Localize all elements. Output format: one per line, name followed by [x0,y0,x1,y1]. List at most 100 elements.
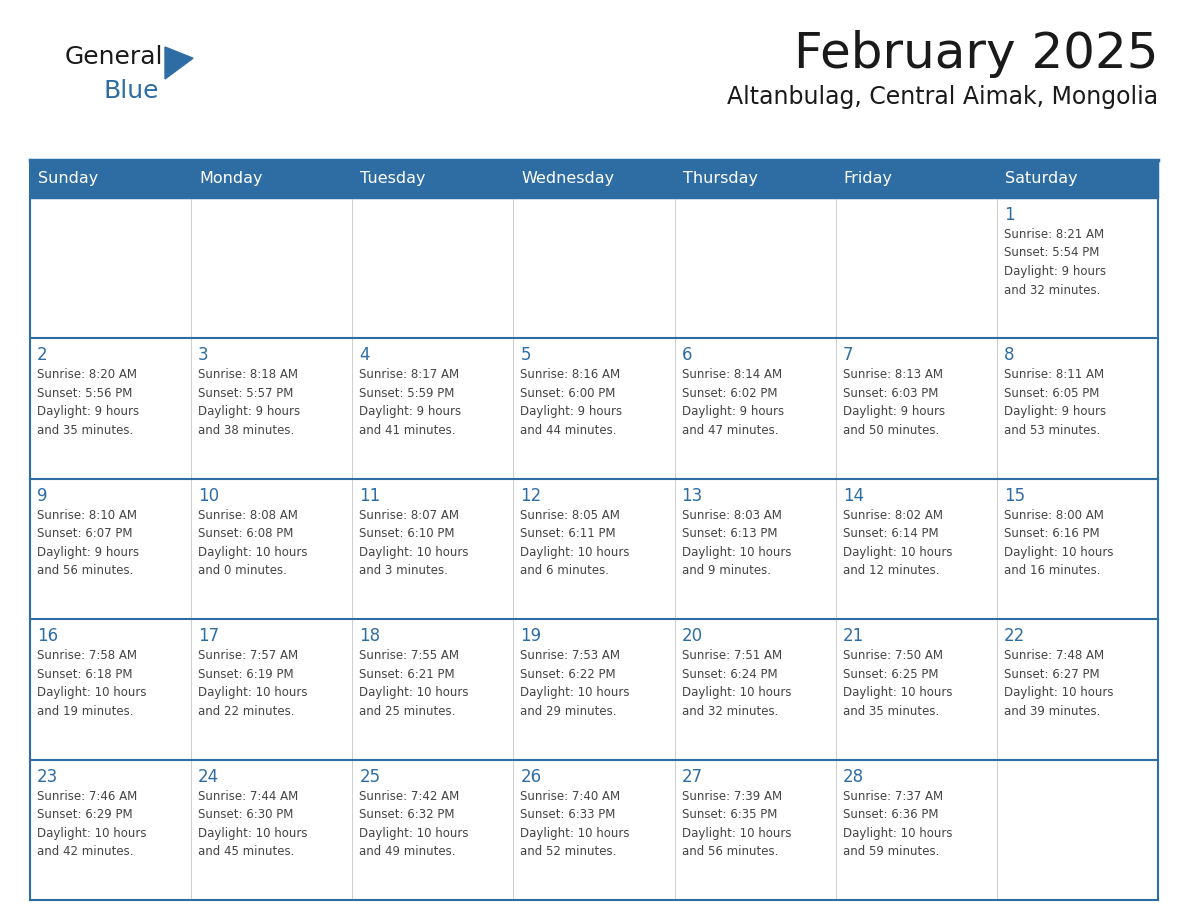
Text: 26: 26 [520,767,542,786]
Text: Sunrise: 8:16 AM
Sunset: 6:00 PM
Daylight: 9 hours
and 44 minutes.: Sunrise: 8:16 AM Sunset: 6:00 PM Dayligh… [520,368,623,437]
Text: Sunrise: 7:58 AM
Sunset: 6:18 PM
Daylight: 10 hours
and 19 minutes.: Sunrise: 7:58 AM Sunset: 6:18 PM Dayligh… [37,649,146,718]
Text: 20: 20 [682,627,702,645]
Text: 19: 19 [520,627,542,645]
Bar [191,198,353,339]
Text: Wednesday: Wednesday [522,172,614,186]
Bar [30,479,191,620]
Text: Sunrise: 8:11 AM
Sunset: 6:05 PM
Daylight: 9 hours
and 53 minutes.: Sunrise: 8:11 AM Sunset: 6:05 PM Dayligh… [1004,368,1106,437]
Bar [191,759,353,900]
Text: 17: 17 [198,627,220,645]
Text: Sunrise: 7:44 AM
Sunset: 6:30 PM
Daylight: 10 hours
and 45 minutes.: Sunrise: 7:44 AM Sunset: 6:30 PM Dayligh… [198,789,308,858]
Text: 11: 11 [359,487,380,505]
Text: Altanbulag, Central Aimak, Mongolia: Altanbulag, Central Aimak, Mongolia [727,85,1158,109]
Text: Sunrise: 7:40 AM
Sunset: 6:33 PM
Daylight: 10 hours
and 52 minutes.: Sunrise: 7:40 AM Sunset: 6:33 PM Dayligh… [520,789,630,858]
Text: Sunrise: 8:08 AM
Sunset: 6:08 PM
Daylight: 10 hours
and 0 minutes.: Sunrise: 8:08 AM Sunset: 6:08 PM Dayligh… [198,509,308,577]
Bar [30,620,191,759]
Text: Sunrise: 8:10 AM
Sunset: 6:07 PM
Daylight: 9 hours
and 56 minutes.: Sunrise: 8:10 AM Sunset: 6:07 PM Dayligh… [37,509,139,577]
Text: 23: 23 [37,767,58,786]
Text: Sunrise: 7:50 AM
Sunset: 6:25 PM
Daylight: 10 hours
and 35 minutes.: Sunrise: 7:50 AM Sunset: 6:25 PM Dayligh… [842,649,953,718]
Text: 13: 13 [682,487,703,505]
Bar [30,160,191,198]
Bar [675,479,835,620]
Bar [997,759,1158,900]
Text: 8: 8 [1004,346,1015,364]
Bar [353,479,513,620]
Bar [191,339,353,479]
Text: Sunrise: 7:46 AM
Sunset: 6:29 PM
Daylight: 10 hours
and 42 minutes.: Sunrise: 7:46 AM Sunset: 6:29 PM Dayligh… [37,789,146,858]
Bar [835,198,997,339]
Bar [835,160,997,198]
Text: 27: 27 [682,767,702,786]
Text: Sunrise: 8:03 AM
Sunset: 6:13 PM
Daylight: 10 hours
and 9 minutes.: Sunrise: 8:03 AM Sunset: 6:13 PM Dayligh… [682,509,791,577]
Text: Sunrise: 8:13 AM
Sunset: 6:03 PM
Daylight: 9 hours
and 50 minutes.: Sunrise: 8:13 AM Sunset: 6:03 PM Dayligh… [842,368,944,437]
Bar [997,620,1158,759]
Text: 4: 4 [359,346,369,364]
Text: Sunrise: 8:00 AM
Sunset: 6:16 PM
Daylight: 10 hours
and 16 minutes.: Sunrise: 8:00 AM Sunset: 6:16 PM Dayligh… [1004,509,1113,577]
Bar [191,620,353,759]
Bar [30,339,191,479]
Text: Sunrise: 7:37 AM
Sunset: 6:36 PM
Daylight: 10 hours
and 59 minutes.: Sunrise: 7:37 AM Sunset: 6:36 PM Dayligh… [842,789,953,858]
Text: February 2025: February 2025 [794,30,1158,78]
Text: 21: 21 [842,627,864,645]
Bar [835,339,997,479]
Bar [513,198,675,339]
Bar [835,759,997,900]
Bar [997,479,1158,620]
Text: 24: 24 [198,767,220,786]
Text: 14: 14 [842,487,864,505]
Text: 16: 16 [37,627,58,645]
Bar [835,620,997,759]
Text: General: General [65,45,164,69]
Text: 2: 2 [37,346,48,364]
Text: 15: 15 [1004,487,1025,505]
Bar [675,759,835,900]
Text: Saturday: Saturday [1005,172,1078,186]
Text: 3: 3 [198,346,209,364]
Text: Sunrise: 7:57 AM
Sunset: 6:19 PM
Daylight: 10 hours
and 22 minutes.: Sunrise: 7:57 AM Sunset: 6:19 PM Dayligh… [198,649,308,718]
Text: Sunrise: 7:53 AM
Sunset: 6:22 PM
Daylight: 10 hours
and 29 minutes.: Sunrise: 7:53 AM Sunset: 6:22 PM Dayligh… [520,649,630,718]
Text: Sunrise: 8:14 AM
Sunset: 6:02 PM
Daylight: 9 hours
and 47 minutes.: Sunrise: 8:14 AM Sunset: 6:02 PM Dayligh… [682,368,784,437]
Bar [191,479,353,620]
Bar [30,198,191,339]
Bar [353,759,513,900]
Text: 22: 22 [1004,627,1025,645]
Text: 5: 5 [520,346,531,364]
Bar [513,160,675,198]
Text: Sunrise: 8:20 AM
Sunset: 5:56 PM
Daylight: 9 hours
and 35 minutes.: Sunrise: 8:20 AM Sunset: 5:56 PM Dayligh… [37,368,139,437]
Bar [997,339,1158,479]
Bar [513,759,675,900]
Text: Sunrise: 7:48 AM
Sunset: 6:27 PM
Daylight: 10 hours
and 39 minutes.: Sunrise: 7:48 AM Sunset: 6:27 PM Dayligh… [1004,649,1113,718]
Bar [513,479,675,620]
Text: Sunrise: 7:51 AM
Sunset: 6:24 PM
Daylight: 10 hours
and 32 minutes.: Sunrise: 7:51 AM Sunset: 6:24 PM Dayligh… [682,649,791,718]
Bar [675,620,835,759]
Text: Sunrise: 8:07 AM
Sunset: 6:10 PM
Daylight: 10 hours
and 3 minutes.: Sunrise: 8:07 AM Sunset: 6:10 PM Dayligh… [359,509,469,577]
Text: Sunrise: 8:05 AM
Sunset: 6:11 PM
Daylight: 10 hours
and 6 minutes.: Sunrise: 8:05 AM Sunset: 6:11 PM Dayligh… [520,509,630,577]
Text: 9: 9 [37,487,48,505]
Text: Blue: Blue [103,79,158,103]
Text: 12: 12 [520,487,542,505]
Bar [353,160,513,198]
Bar [835,479,997,620]
Polygon shape [165,47,192,79]
Text: Thursday: Thursday [683,172,758,186]
Text: 18: 18 [359,627,380,645]
Text: Sunrise: 8:18 AM
Sunset: 5:57 PM
Daylight: 9 hours
and 38 minutes.: Sunrise: 8:18 AM Sunset: 5:57 PM Dayligh… [198,368,301,437]
Text: Sunrise: 8:17 AM
Sunset: 5:59 PM
Daylight: 9 hours
and 41 minutes.: Sunrise: 8:17 AM Sunset: 5:59 PM Dayligh… [359,368,461,437]
Bar [353,620,513,759]
Text: Tuesday: Tuesday [360,172,425,186]
Bar [997,160,1158,198]
Bar [675,160,835,198]
Text: Friday: Friday [843,172,892,186]
Text: 10: 10 [198,487,220,505]
Bar [513,620,675,759]
Text: 1: 1 [1004,206,1015,224]
Bar [997,198,1158,339]
Bar [353,198,513,339]
Bar [675,339,835,479]
Text: Monday: Monday [200,172,263,186]
Text: 28: 28 [842,767,864,786]
Text: 25: 25 [359,767,380,786]
Text: 6: 6 [682,346,693,364]
Bar [513,339,675,479]
Bar [191,160,353,198]
